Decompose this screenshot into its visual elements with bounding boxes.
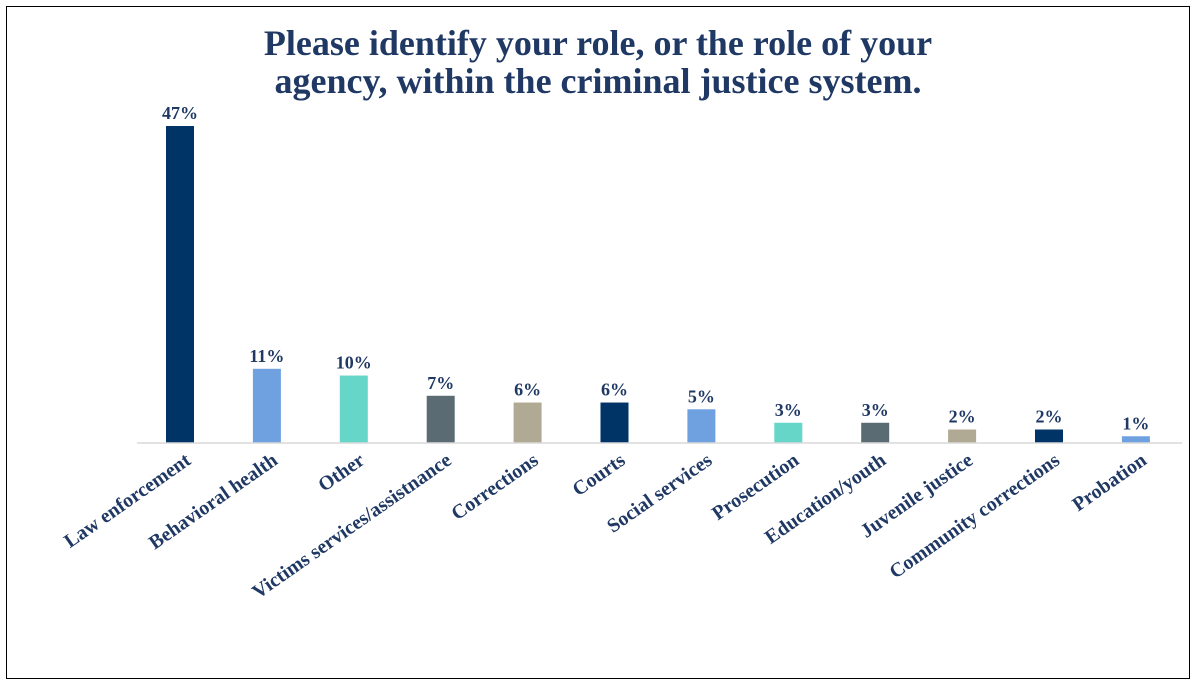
value-label-prosecution: 3% bbox=[775, 400, 802, 420]
value-label-juvenile-justice: 2% bbox=[949, 407, 976, 427]
value-label-other: 10% bbox=[336, 353, 372, 373]
bar-prosecution bbox=[774, 422, 803, 443]
value-label-corrections: 6% bbox=[514, 380, 541, 400]
value-label-courts: 6% bbox=[601, 380, 628, 400]
bar-behavioral-health bbox=[252, 368, 281, 443]
category-label-probation: Probation bbox=[1068, 449, 1150, 516]
chart-title: Please identify your role, or the role o… bbox=[0, 24, 1196, 100]
chart-title-line-2: agency, within the criminal justice syst… bbox=[274, 61, 922, 101]
bar-other bbox=[339, 375, 368, 443]
value-label-community-corrections: 2% bbox=[1036, 407, 1063, 427]
value-label-law-enforcement: 47% bbox=[162, 103, 198, 123]
bar-social-services bbox=[687, 409, 716, 443]
bar-courts bbox=[600, 402, 629, 443]
chart-frame bbox=[6, 6, 1190, 679]
bar-corrections bbox=[513, 402, 542, 443]
value-label-victims-services-assistnance: 7% bbox=[427, 373, 454, 393]
bar-law-enforcement bbox=[166, 126, 194, 443]
bar-juvenile-justice bbox=[948, 429, 977, 443]
bars-group bbox=[166, 126, 1150, 443]
bar-education-youth bbox=[861, 422, 890, 443]
value-label-social-services: 5% bbox=[688, 386, 715, 406]
bar-community-corrections bbox=[1035, 429, 1063, 443]
value-label-probation: 1% bbox=[1122, 413, 1149, 433]
category-label-corrections: Corrections bbox=[447, 449, 542, 525]
value-labels-group: 47% 11% 10% 7% 6% 6% 5% 3% 3% 2% 2% 1% bbox=[162, 103, 1149, 433]
category-label-other: Other bbox=[314, 449, 369, 496]
bar-probation bbox=[1121, 436, 1150, 443]
category-label-courts: Courts bbox=[569, 449, 630, 501]
category-label-community-corrections: Community corrections bbox=[885, 449, 1064, 583]
chart-title-line-1: Please identify your role, or the role o… bbox=[263, 23, 933, 63]
value-label-education-youth: 3% bbox=[862, 400, 889, 420]
value-label-behavioral-health: 11% bbox=[249, 346, 284, 366]
bar-victims-services-assistnance bbox=[426, 395, 455, 443]
